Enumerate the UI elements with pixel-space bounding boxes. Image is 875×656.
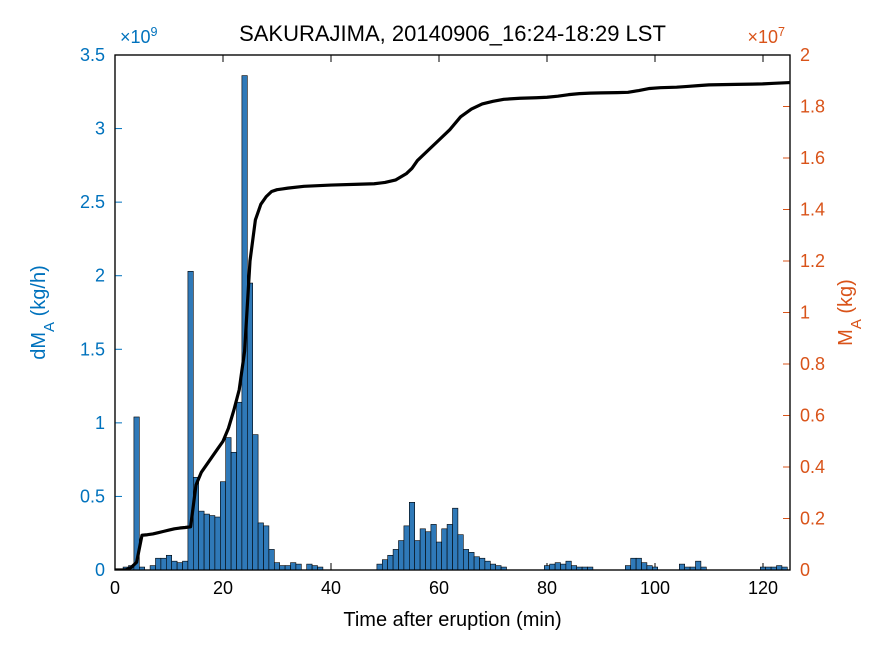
bar <box>636 558 641 570</box>
x-tick-label: 60 <box>429 578 449 598</box>
bar <box>625 566 630 570</box>
y-right-tick-label: 0.8 <box>800 354 825 374</box>
bar <box>156 558 161 570</box>
bar <box>296 564 301 570</box>
bar <box>237 402 242 570</box>
bar <box>172 561 177 570</box>
y-right-tick-label: 1.6 <box>800 148 825 168</box>
bar <box>253 435 258 570</box>
bar <box>426 532 431 570</box>
bar <box>183 561 188 570</box>
y-left-tick-label: 3.5 <box>80 45 105 65</box>
bar <box>550 564 555 570</box>
bar <box>274 563 279 570</box>
bar <box>210 516 215 570</box>
bar <box>566 561 571 570</box>
bar <box>393 549 398 570</box>
bar <box>571 566 576 570</box>
y-left-tick-label: 1 <box>95 413 105 433</box>
y-left-tick-label: 3 <box>95 119 105 139</box>
bar <box>215 517 220 570</box>
bar <box>436 542 441 570</box>
bar <box>291 563 296 570</box>
bar <box>474 557 479 570</box>
bar <box>777 566 782 570</box>
y-right-tick-label: 0 <box>800 560 810 580</box>
bar <box>264 526 269 570</box>
y-right-tick-label: 1 <box>800 303 810 323</box>
bar <box>442 529 447 570</box>
bar <box>480 558 485 570</box>
bar <box>204 514 209 570</box>
bar <box>377 564 382 570</box>
y-right-tick-label: 0.6 <box>800 406 825 426</box>
bar <box>177 563 182 570</box>
bar <box>161 558 166 570</box>
x-tick-label: 80 <box>537 578 557 598</box>
bar <box>399 541 404 570</box>
y-left-tick-label: 2 <box>95 266 105 286</box>
bar <box>231 452 236 570</box>
bar <box>453 508 458 570</box>
bar <box>458 535 463 570</box>
y-left-tick-label: 0.5 <box>80 486 105 506</box>
y-right-tick-label: 0.4 <box>800 457 825 477</box>
y-right-tick-label: 0.2 <box>800 509 825 529</box>
y-right-tick-label: 2 <box>800 45 810 65</box>
bar <box>647 566 652 570</box>
bar <box>388 555 393 570</box>
bar <box>463 549 468 570</box>
x-tick-label: 120 <box>748 578 778 598</box>
bar <box>490 564 495 570</box>
y-right-tick-label: 1.2 <box>800 251 825 271</box>
bar <box>485 561 490 570</box>
bar <box>220 482 225 570</box>
x-axis-label: Time after eruption (min) <box>343 609 561 631</box>
bar <box>415 541 420 570</box>
chart-svg: 020406080100120Time after eruption (min)… <box>0 0 875 656</box>
y-left-tick-label: 0 <box>95 560 105 580</box>
bar <box>696 561 701 570</box>
bar <box>226 438 231 570</box>
bar <box>199 511 204 570</box>
bar <box>431 524 436 570</box>
bar <box>247 283 252 570</box>
bar <box>447 524 452 570</box>
bar <box>642 563 647 570</box>
bar <box>150 566 155 570</box>
y-left-tick-label: 1.5 <box>80 339 105 359</box>
bar <box>631 558 636 570</box>
y-right-tick-label: 1.4 <box>800 200 825 220</box>
bar <box>382 560 387 570</box>
bar <box>544 566 549 570</box>
bar <box>280 566 285 570</box>
bar <box>561 564 566 570</box>
x-tick-label: 100 <box>640 578 670 598</box>
x-tick-label: 40 <box>321 578 341 598</box>
bar <box>679 564 684 570</box>
chart-container: 020406080100120Time after eruption (min)… <box>0 0 875 656</box>
x-tick-label: 0 <box>110 578 120 598</box>
bar <box>285 566 290 570</box>
y-left-tick-label: 2.5 <box>80 192 105 212</box>
bar <box>409 502 414 570</box>
chart-title: SAKURAJIMA, 20140906_16:24-18:29 LST <box>239 21 666 46</box>
bar <box>258 523 263 570</box>
bar <box>404 526 409 570</box>
bar <box>307 564 312 570</box>
bar <box>496 566 501 570</box>
bar <box>166 555 171 570</box>
bar <box>269 549 274 570</box>
x-tick-label: 20 <box>213 578 233 598</box>
bar <box>420 529 425 570</box>
y-right-tick-label: 1.8 <box>800 97 825 117</box>
bar <box>469 552 474 570</box>
bar <box>555 563 560 570</box>
bar <box>312 566 317 570</box>
